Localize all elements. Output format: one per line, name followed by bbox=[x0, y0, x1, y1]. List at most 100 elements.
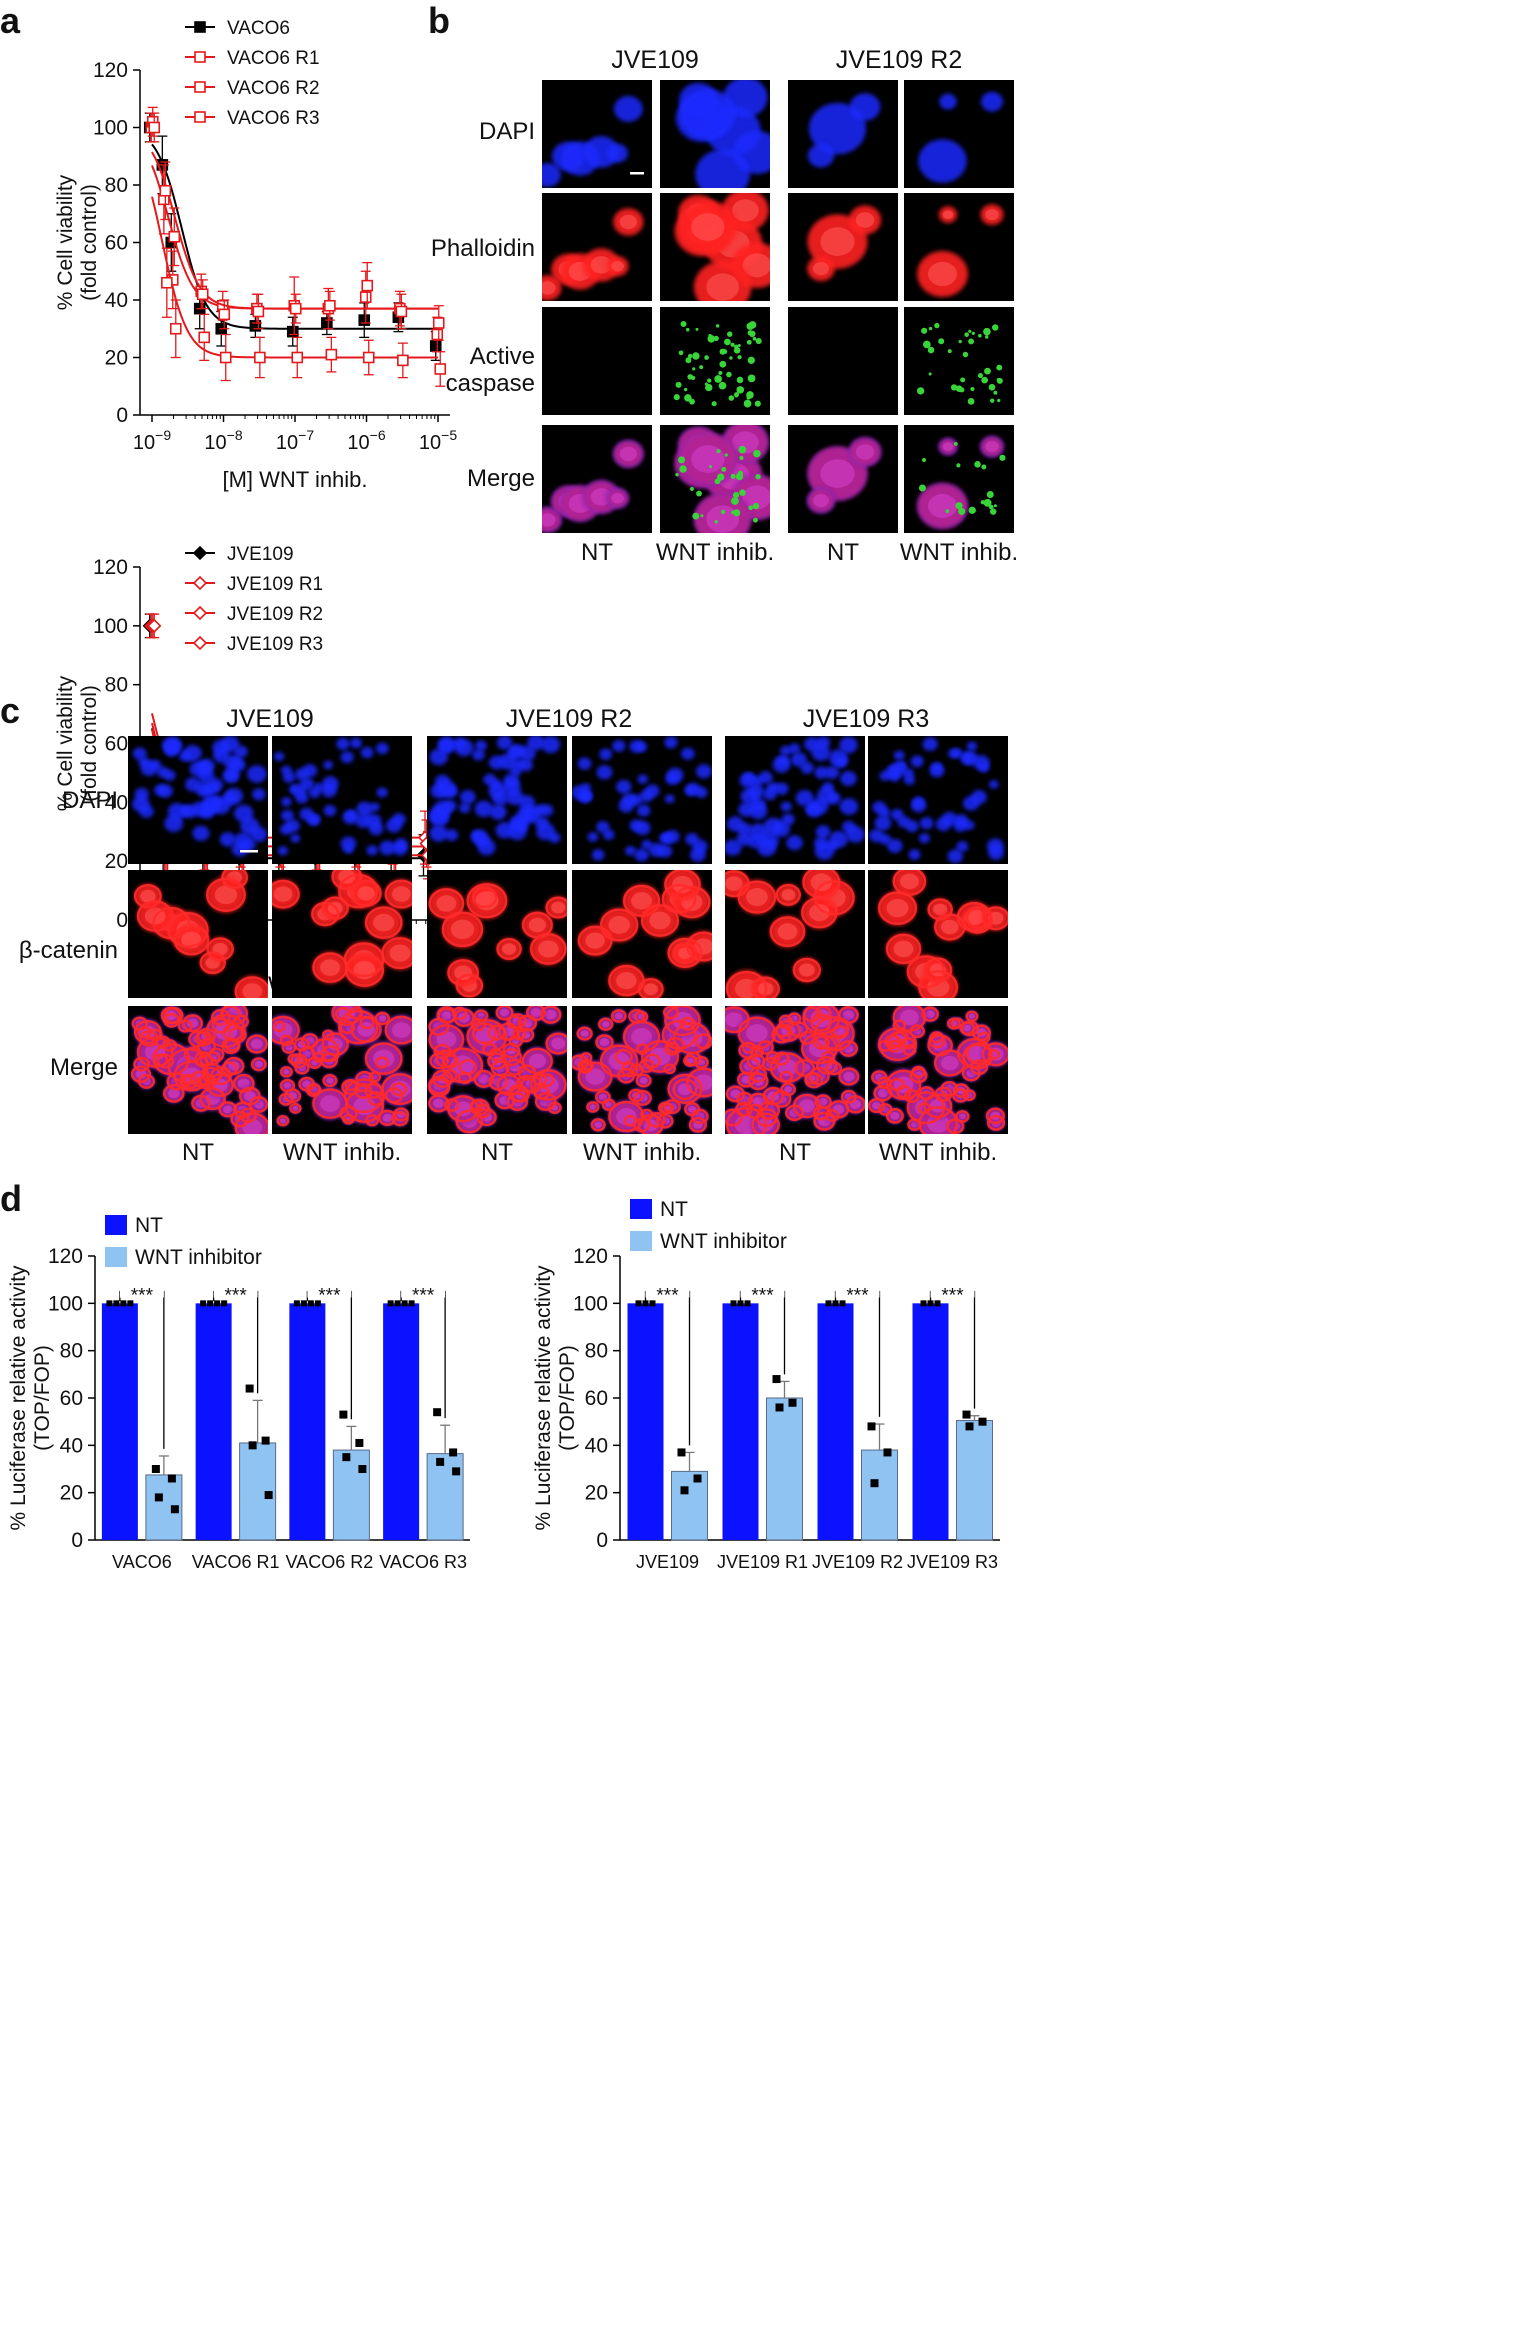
significance-mask bbox=[930, 1283, 975, 1298]
tile-content bbox=[273, 737, 408, 856]
data-point bbox=[387, 1300, 394, 1307]
nucleus bbox=[132, 796, 150, 813]
nucleus bbox=[392, 813, 406, 826]
legend-label: VACO6 R1 bbox=[227, 48, 320, 69]
nucleus bbox=[436, 780, 456, 798]
caspase-spot bbox=[985, 335, 989, 339]
caspase-spot bbox=[732, 491, 740, 499]
y-axis-label: % Cell viability bbox=[54, 174, 77, 310]
legend-label: JVE109 R3 bbox=[227, 634, 323, 655]
membrane-outline bbox=[810, 1013, 832, 1032]
data-point bbox=[934, 1300, 941, 1307]
caspase-spot bbox=[738, 445, 747, 454]
cell-texture bbox=[528, 917, 546, 933]
significance-label: *** bbox=[412, 1286, 435, 1307]
membrane-outline bbox=[814, 1094, 832, 1110]
caspase-spot bbox=[673, 394, 680, 401]
nucleus bbox=[607, 143, 629, 163]
membrane-outline bbox=[885, 1108, 904, 1124]
y-tick-label: 100 bbox=[48, 1292, 83, 1315]
cell-texture bbox=[813, 262, 829, 276]
data-point bbox=[192, 635, 208, 651]
caspase-spot bbox=[726, 331, 733, 337]
membrane-outline bbox=[845, 1095, 865, 1114]
membrane-outline bbox=[219, 1006, 241, 1023]
caspase-spot bbox=[974, 461, 981, 468]
nucleus bbox=[846, 826, 865, 843]
caspase-spot bbox=[967, 397, 975, 405]
data-point bbox=[635, 1300, 642, 1307]
bar-nt bbox=[627, 1303, 664, 1540]
nucleus bbox=[849, 93, 881, 121]
membrane-outline bbox=[577, 1061, 613, 1092]
membrane-outline bbox=[496, 937, 522, 960]
nucleus bbox=[987, 838, 1004, 854]
nucleus bbox=[929, 764, 945, 778]
membrane-outline bbox=[877, 1027, 918, 1061]
cell-texture bbox=[599, 1038, 610, 1047]
membrane-outline bbox=[933, 913, 966, 941]
membrane-outline bbox=[375, 1056, 390, 1069]
nucleus bbox=[356, 801, 373, 817]
caspase-spot bbox=[709, 337, 714, 342]
cell-texture bbox=[941, 919, 959, 935]
legend-swatch bbox=[105, 1247, 127, 1267]
membrane-outline bbox=[428, 1017, 450, 1036]
data-point bbox=[196, 288, 209, 301]
data-point bbox=[339, 1410, 348, 1419]
membrane-outline bbox=[814, 1006, 832, 1020]
nucleus bbox=[471, 829, 489, 845]
tile-content bbox=[673, 320, 762, 408]
membrane-outline bbox=[532, 1073, 548, 1087]
caspase-spot bbox=[705, 383, 713, 392]
dapi-tile bbox=[868, 736, 1008, 864]
cell-texture bbox=[283, 1069, 290, 1075]
nucleus bbox=[132, 747, 147, 760]
membrane-outline bbox=[586, 1101, 600, 1113]
nucleus bbox=[224, 787, 244, 805]
caspase-spot bbox=[678, 456, 686, 464]
data-point bbox=[883, 1448, 892, 1457]
membrane-outline bbox=[545, 1032, 567, 1055]
membrane-outline bbox=[747, 1072, 769, 1091]
nucleus bbox=[808, 102, 867, 155]
nucleus bbox=[542, 162, 561, 187]
membrane-outline bbox=[884, 1034, 902, 1050]
nucleus bbox=[681, 747, 695, 760]
data-point bbox=[192, 575, 208, 591]
caspase-spot bbox=[996, 377, 1003, 384]
caspase-spot bbox=[737, 343, 741, 348]
membrane-outline bbox=[599, 1044, 639, 1078]
cell-texture bbox=[942, 442, 954, 451]
data-point bbox=[194, 51, 206, 63]
tile-content bbox=[674, 193, 770, 301]
y-tick-label: 100 bbox=[573, 1292, 608, 1315]
caspase-tile bbox=[904, 307, 1014, 415]
nucleus bbox=[433, 800, 452, 818]
row-label: DAPI bbox=[479, 118, 535, 145]
cell-texture bbox=[725, 876, 743, 891]
bar-nt bbox=[722, 1303, 759, 1540]
nucleus bbox=[726, 816, 744, 832]
data-point bbox=[408, 1300, 415, 1307]
membrane-outline bbox=[245, 1034, 268, 1054]
category-label: VACO6 R1 bbox=[192, 1552, 280, 1572]
membrane-outline bbox=[350, 1015, 382, 1043]
membrane-outline bbox=[686, 1067, 712, 1098]
cell-texture bbox=[691, 445, 725, 473]
membrane-outline bbox=[918, 1106, 959, 1134]
beta-catenin-tile bbox=[725, 870, 865, 998]
nucleus bbox=[280, 809, 294, 822]
data-point bbox=[194, 21, 206, 33]
caspase-spot bbox=[709, 465, 713, 469]
data-point bbox=[321, 317, 333, 329]
nucleus bbox=[511, 816, 529, 832]
membrane-outline bbox=[751, 1112, 780, 1134]
merge-tile bbox=[788, 425, 898, 533]
fit-curve bbox=[151, 151, 438, 310]
membrane-outline bbox=[466, 883, 508, 919]
nucleus bbox=[503, 773, 520, 788]
data-point bbox=[161, 276, 173, 289]
caspase-spot bbox=[996, 364, 1003, 371]
data-point bbox=[151, 1465, 160, 1473]
